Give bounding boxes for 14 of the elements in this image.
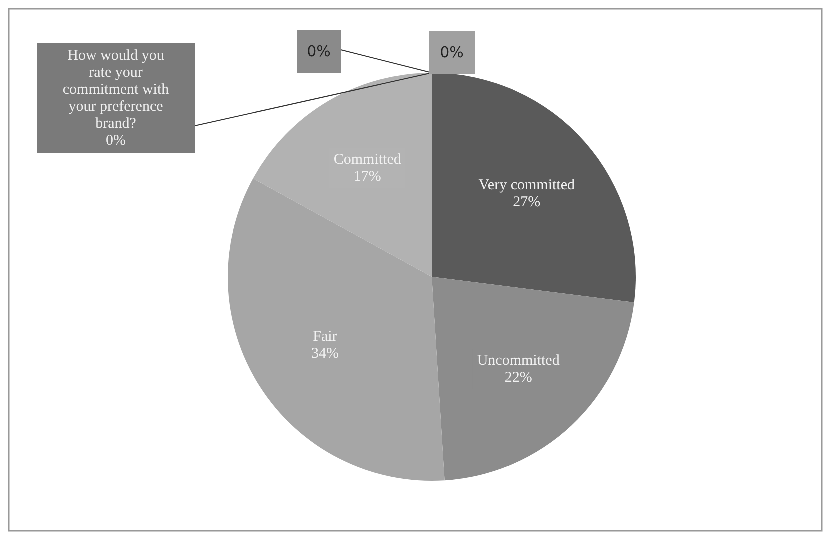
slice-label: Committed <box>334 152 402 168</box>
data-label: 34% <box>311 346 339 362</box>
text: 0% <box>106 133 126 149</box>
slice-label: Fair <box>313 328 338 345</box>
text: 0% <box>440 44 464 62</box>
data-label: 17% <box>354 169 382 186</box>
pie-slice <box>432 73 636 303</box>
slice-label: Very committed <box>478 177 576 194</box>
text: 0% <box>307 42 331 60</box>
pie-slice <box>432 277 634 481</box>
slice-label: Uncommitted <box>477 353 560 370</box>
category-label: How would you rate your commitment with your preference brand? <box>62 48 170 132</box>
data-label: 27% <box>513 194 541 210</box>
data-label: 22% <box>504 370 532 386</box>
